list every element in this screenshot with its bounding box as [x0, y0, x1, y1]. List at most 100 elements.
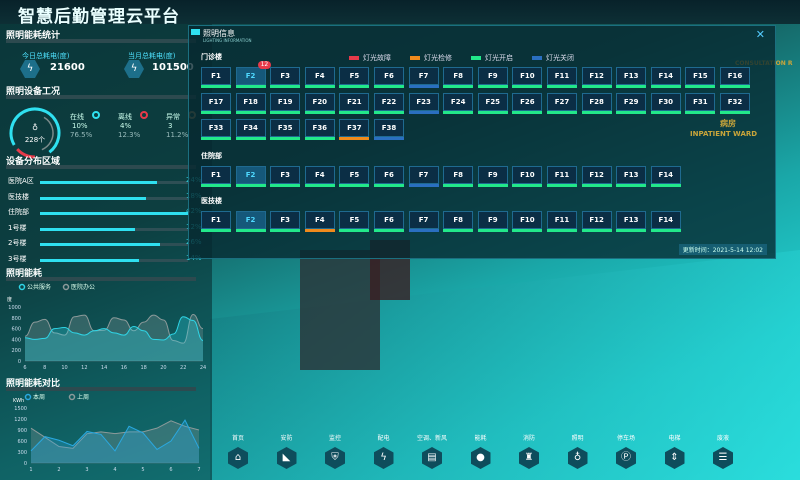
legend-marker	[68, 393, 76, 401]
floor-label: F10	[512, 67, 543, 85]
floor-status-bar	[443, 229, 474, 232]
floor-button-f5[interactable]: F5	[339, 211, 370, 233]
floor-button-f5[interactable]: F5	[339, 166, 370, 188]
floor-status-bar	[304, 184, 335, 187]
floor-button-f29[interactable]: F29	[616, 93, 647, 115]
floor-button-f3[interactable]: F3	[270, 166, 301, 188]
floor-button-f3[interactable]: F3	[270, 67, 301, 89]
floor-button-f9[interactable]: F9	[477, 67, 508, 89]
floor-button-f22[interactable]: F22	[374, 93, 404, 115]
floor-button-f12[interactable]: F12	[581, 67, 612, 89]
floor-button-f12[interactable]: F12	[581, 166, 612, 188]
floor-button-f17[interactable]: F17	[201, 93, 231, 115]
floor-status-bar	[235, 229, 266, 232]
floor-button-f9[interactable]: F9	[477, 166, 508, 188]
floor-button-f11[interactable]: F11	[547, 211, 577, 233]
floor-button-f10[interactable]: F10	[512, 166, 543, 188]
floor-button-f6[interactable]: F6	[374, 67, 404, 89]
floor-button-f10[interactable]: F10	[512, 67, 543, 89]
floor-button-f8[interactable]: F8	[443, 166, 474, 188]
floor-button-f15[interactable]: F15	[685, 67, 716, 89]
floor-button-f4[interactable]: F4	[304, 166, 335, 188]
floor-button-f38[interactable]: F38	[374, 119, 404, 141]
distribution-label: 医技楼	[8, 192, 29, 201]
bulb-icon: ♁	[32, 123, 38, 132]
floor-button-f7[interactable]: F7	[408, 67, 439, 89]
nav-item-home[interactable]: 首页 ⌂	[218, 433, 258, 469]
floor-label: F9	[477, 166, 508, 184]
floor-button-f6[interactable]: F6	[374, 211, 404, 233]
floor-button-f1[interactable]: F1	[201, 67, 231, 89]
floor-button-f10[interactable]: F10	[512, 211, 543, 233]
floor-button-f31[interactable]: F31	[685, 93, 716, 115]
floor-button-f7[interactable]: F7	[408, 211, 439, 233]
y-tick-label: 200	[11, 348, 21, 354]
floor-button-f20[interactable]: F20	[304, 93, 335, 115]
nav-item-air-conditioner[interactable]: 空调、新风 ▤	[412, 433, 452, 469]
floor-button-f21[interactable]: F21	[339, 93, 370, 115]
nav-item-waste[interactable]: 废液 ☰	[703, 433, 743, 469]
floor-button-f2[interactable]: F2	[235, 211, 266, 233]
close-icon[interactable]: ✕	[755, 28, 765, 41]
floor-button-f37[interactable]: F37	[339, 119, 370, 141]
nav-item-camera[interactable]: 安防 ◣	[267, 433, 307, 469]
floor-button-f4[interactable]: F4	[304, 67, 335, 89]
floor-button-f5[interactable]: F5	[339, 67, 370, 89]
floor-button-f14[interactable]: F14	[650, 166, 681, 188]
floor-button-f8[interactable]: F8	[443, 67, 474, 89]
status-label: 离线	[118, 113, 132, 121]
floor-button-f16[interactable]: F16	[720, 67, 750, 89]
floor-button-f28[interactable]: F28	[581, 93, 612, 115]
distribution-track	[40, 181, 188, 184]
legend-item: 灯光故障	[349, 53, 391, 63]
floor-button-f25[interactable]: F25	[477, 93, 508, 115]
floor-button-f24[interactable]: F24	[443, 93, 474, 115]
floor-label: F19	[270, 93, 301, 111]
nav-item-bulb[interactable]: 照明 ♁	[558, 433, 598, 469]
floor-button-f27[interactable]: F27	[547, 93, 577, 115]
floor-label: F2	[235, 67, 266, 85]
floor-button-f2[interactable]: F2	[235, 166, 266, 188]
floor-button-f1[interactable]: F1	[201, 211, 231, 233]
floor-button-f23[interactable]: F23	[408, 93, 439, 115]
floor-button-f14[interactable]: F14	[650, 67, 681, 89]
floor-button-f7[interactable]: F7	[408, 166, 439, 188]
series-area-0	[25, 316, 203, 361]
floor-button-f26[interactable]: F26	[512, 93, 543, 115]
nav-item-parking[interactable]: 停车场 Ⓟ	[606, 433, 646, 469]
floor-button-f4[interactable]: F4	[304, 211, 335, 233]
floor-button-f13[interactable]: F13	[616, 67, 647, 89]
today-label: 今日总耗电(度)	[22, 52, 70, 60]
floor-label: F3	[270, 211, 301, 229]
floor-button-f9[interactable]: F9	[477, 211, 508, 233]
floor-button-f19[interactable]: F19	[270, 93, 301, 115]
floor-button-f8[interactable]: F8	[443, 211, 474, 233]
floor-button-f35[interactable]: F35	[270, 119, 301, 141]
nav-item-drop[interactable]: 能耗 ●	[461, 433, 501, 469]
section-divider	[6, 277, 196, 281]
nav-item-elevator[interactable]: 电梯 ⇕	[655, 433, 695, 469]
nav-item-shield[interactable]: 监控 ⛨	[315, 433, 355, 469]
nav-item-lightning[interactable]: 配电 ϟ	[364, 433, 404, 469]
floor-button-f11[interactable]: F11	[547, 166, 577, 188]
floor-button-f33[interactable]: F33	[201, 119, 231, 141]
distribution-label: 2号楼	[8, 239, 27, 247]
floor-button-f18[interactable]: F18	[235, 93, 266, 115]
floor-label: F12	[581, 67, 612, 85]
floor-button-f32[interactable]: F32	[720, 93, 750, 115]
legend-marker	[24, 393, 32, 401]
floor-button-f14[interactable]: F14	[650, 211, 681, 233]
floor-button-f3[interactable]: F3	[270, 211, 301, 233]
floor-button-f6[interactable]: F6	[374, 166, 404, 188]
floor-button-f12[interactable]: F12	[581, 211, 612, 233]
floor-button-f34[interactable]: F34	[235, 119, 266, 141]
floor-button-f1[interactable]: F1	[201, 166, 231, 188]
lightning-icon: ϟ	[20, 60, 40, 78]
floor-button-f11[interactable]: F11	[547, 67, 577, 89]
floor-button-f36[interactable]: F36	[304, 119, 335, 141]
floor-button-f13[interactable]: F13	[616, 166, 647, 188]
floor-button-f13[interactable]: F13	[616, 211, 647, 233]
floor-button-f30[interactable]: F30	[650, 93, 681, 115]
nav-item-hydrant[interactable]: 消防 ♜	[509, 433, 549, 469]
floor-button-f2[interactable]: F2 12	[235, 61, 272, 89]
